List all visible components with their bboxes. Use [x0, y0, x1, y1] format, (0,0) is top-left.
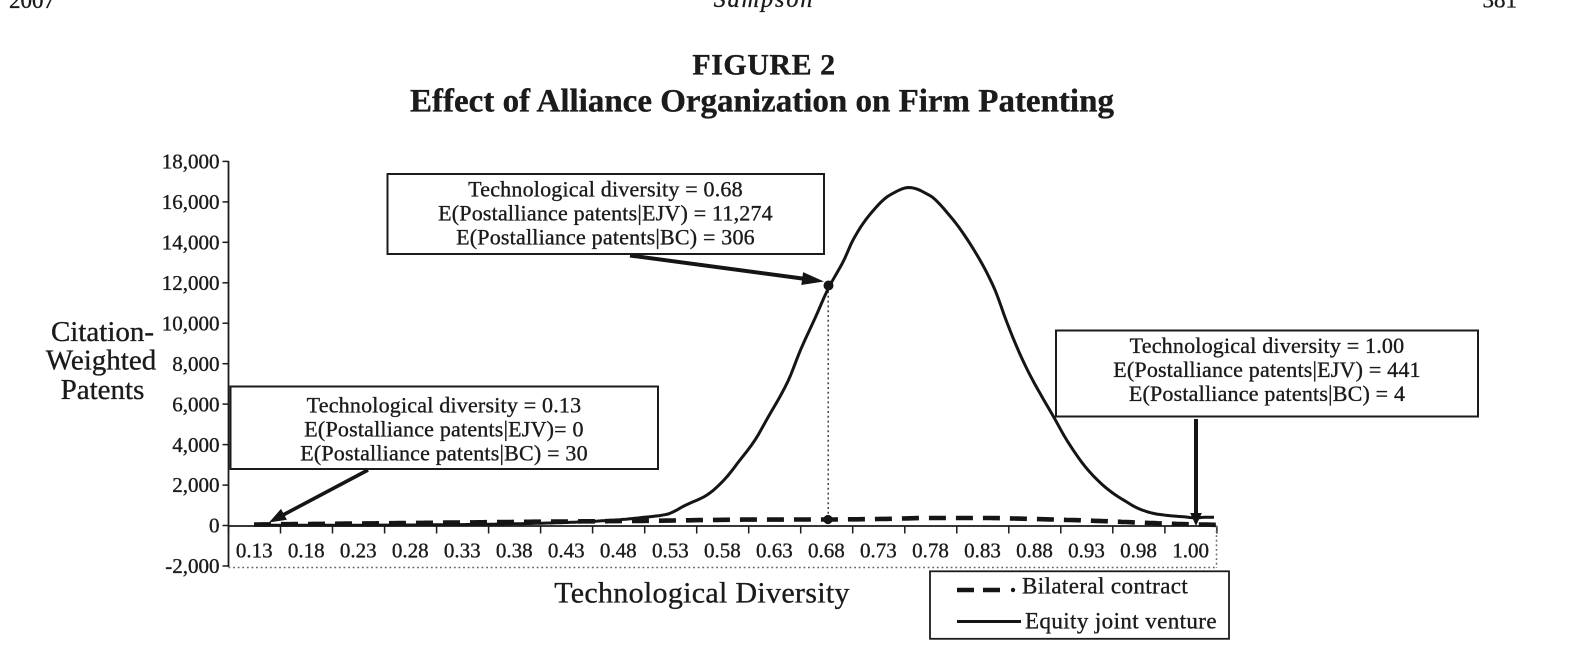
svg-text:Patents: Patents — [61, 374, 145, 406]
svg-text:8,000: 8,000 — [172, 352, 219, 376]
svg-text:-2,000: -2,000 — [165, 554, 219, 578]
svg-text:0.68: 0.68 — [808, 539, 845, 563]
svg-text:0.33: 0.33 — [444, 539, 481, 563]
svg-text:4,000: 4,000 — [172, 433, 219, 457]
svg-text:Technological diversity = 0.68: Technological diversity = 0.68 — [468, 177, 743, 202]
svg-text:Effect of Alliance Organizatio: Effect of Alliance Organization on Firm … — [410, 84, 1114, 120]
svg-text:E(Postalliance patents|BC) = 3: E(Postalliance patents|BC) = 30 — [300, 441, 588, 466]
svg-text:0.63: 0.63 — [756, 539, 793, 563]
svg-text:E(Postalliance patents|EJV) =: E(Postalliance patents|EJV) = 11,274 — [438, 201, 773, 226]
svg-text:0.28: 0.28 — [392, 539, 429, 563]
svg-text:E(Postalliance patents|BC) = 3: E(Postalliance patents|BC) = 306 — [456, 225, 755, 250]
svg-text:18,000: 18,000 — [162, 150, 220, 174]
svg-text:1.00: 1.00 — [1172, 539, 1209, 563]
svg-text:0.38: 0.38 — [496, 539, 533, 563]
svg-text:0.18: 0.18 — [288, 539, 325, 563]
svg-text:Sampson: Sampson — [714, 0, 815, 13]
svg-text:Technological diversity = 1.00: Technological diversity = 1.00 — [1130, 333, 1405, 358]
svg-text:0.73: 0.73 — [860, 539, 897, 563]
svg-text:Citation-: Citation- — [51, 316, 154, 348]
svg-text:2,000: 2,000 — [172, 473, 219, 497]
svg-text:0.13: 0.13 — [236, 539, 273, 563]
svg-text:0.98: 0.98 — [1120, 539, 1157, 563]
svg-text:0.83: 0.83 — [964, 539, 1001, 563]
svg-text:10,000: 10,000 — [162, 311, 220, 335]
svg-text:Weighted: Weighted — [46, 345, 157, 377]
svg-text:0.53: 0.53 — [652, 539, 689, 563]
svg-text:0.23: 0.23 — [340, 539, 377, 563]
svg-text:0.93: 0.93 — [1068, 539, 1105, 563]
svg-text:E(Postalliance patents|EJV)= 0: E(Postalliance patents|EJV)= 0 — [304, 417, 583, 442]
svg-text:E(Postalliance patents|BC) = 4: E(Postalliance patents|BC) = 4 — [1129, 381, 1405, 406]
svg-text:0.88: 0.88 — [1016, 539, 1053, 563]
svg-text:381: 381 — [1483, 0, 1518, 13]
svg-text:2007: 2007 — [9, 0, 55, 13]
svg-text:14,000: 14,000 — [162, 231, 220, 255]
svg-text:0.78: 0.78 — [912, 539, 949, 563]
svg-text:Equity joint venture: Equity joint venture — [1025, 609, 1217, 634]
svg-text:E(Postalliance patents|EJV) =: E(Postalliance patents|EJV) = 441 — [1113, 357, 1421, 382]
svg-text:Technological diversity = 0.13: Technological diversity = 0.13 — [307, 393, 582, 418]
svg-text:6,000: 6,000 — [172, 392, 219, 416]
svg-text:0.48: 0.48 — [600, 539, 637, 563]
svg-text:FIGURE 2: FIGURE 2 — [692, 49, 835, 82]
svg-text:16,000: 16,000 — [162, 190, 220, 214]
svg-text:0: 0 — [209, 514, 220, 538]
svg-text:12,000: 12,000 — [162, 271, 220, 295]
svg-text:0.43: 0.43 — [548, 539, 585, 563]
svg-text:Technological Diversity: Technological Diversity — [554, 577, 850, 610]
svg-text:0.58: 0.58 — [704, 539, 741, 563]
svg-text:Bilateral contract: Bilateral contract — [1022, 574, 1188, 599]
